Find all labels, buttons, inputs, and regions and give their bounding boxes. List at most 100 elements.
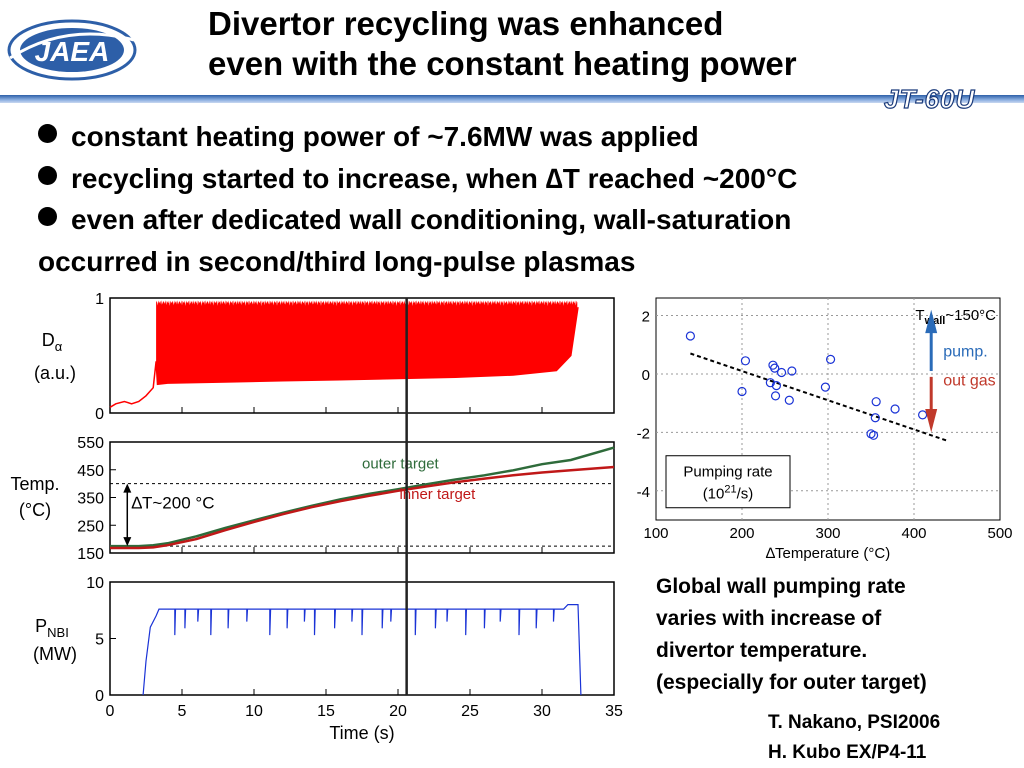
scatter-point — [871, 397, 881, 407]
x-tick-label: 0 — [106, 703, 115, 720]
y-tick-label: 1 — [95, 291, 104, 308]
header-divider-bar — [0, 95, 1024, 103]
caption-line: divertor temperature. — [656, 639, 868, 662]
y-tick-label: 150 — [77, 546, 104, 563]
scatter-point — [771, 381, 781, 391]
bullet-dot-icon — [38, 124, 57, 143]
caption-line: (especially for outer target) — [656, 671, 927, 694]
y-tick-label: 450 — [77, 463, 104, 480]
y-tick-label: 5 — [95, 632, 104, 649]
logo-ring-inner — [20, 28, 124, 72]
y-tick-label: 10 — [86, 575, 104, 592]
reference-line: H. Kubo EX/P4-11 — [768, 742, 927, 763]
bullet-text: recycling started to increase, when ∆T r… — [71, 162, 798, 194]
scatter-point — [737, 386, 747, 397]
y-axis-label: Dα — [42, 330, 63, 354]
panel-1: 550 450 350 250 150 outer target inner target ∆… — [10, 435, 615, 563]
device-label: JT-60U — [883, 83, 976, 114]
y-tick-label: 2 — [642, 309, 650, 326]
y-axis-label-main: D — [42, 330, 55, 350]
title-line-2: even with the constant heating power — [208, 45, 797, 82]
jaea-logo: JAEA — [7, 19, 137, 81]
outgas-label: out gas — [943, 373, 995, 390]
legend-label-line-2: (1021/s) — [703, 484, 754, 503]
references: T. Nakano, PSI2006 H. Kubo EX/P4-11 — [768, 708, 940, 768]
y-tick-label: -2 — [637, 425, 650, 442]
bullet-item: constant heating power of ~7.6MW was app… — [38, 116, 797, 158]
panel-2: 10 5 0 PNBI (MW) 0 5 10 15 20 25 30 35 Time (s) — [33, 575, 623, 743]
x-tick-label: 400 — [901, 525, 926, 542]
bullet-item: recycling started to increase, when ∆T r… — [38, 158, 797, 200]
x-tick-label: 30 — [533, 703, 551, 720]
bullet-item: even after dedicated wall conditioning, … — [38, 199, 797, 241]
y-axis-unit: (a.u.) — [34, 363, 76, 383]
legend-box — [665, 455, 791, 509]
trend-line — [690, 352, 949, 443]
y-tick-label: 350 — [77, 491, 104, 508]
scatter-point — [787, 366, 797, 376]
bullet-text: even after dedicated wall conditioning, … — [71, 204, 792, 235]
y-tick-label: 250 — [77, 518, 104, 535]
wall-temperature-label-T: T — [915, 307, 924, 324]
x-tick-label: 300 — [815, 525, 840, 542]
scatter-point — [770, 363, 780, 373]
caption-line: varies with increase of — [656, 607, 882, 630]
x-tick-label: 35 — [605, 703, 623, 720]
y-tick-label: 0 — [95, 688, 104, 705]
scatter-point — [740, 356, 751, 366]
x-tick-label: 500 — [987, 525, 1012, 542]
bullet-list: constant heating power of ~7.6MW was app… — [38, 116, 797, 282]
elm-fluctuation-band — [156, 300, 578, 385]
x-tick-label: 10 — [245, 703, 263, 720]
scatter-point — [784, 395, 794, 405]
pump-label: pump. — [943, 343, 987, 360]
x-tick-label: 100 — [643, 525, 668, 542]
logo-ring-outer — [7, 19, 137, 81]
x-tick-label: 5 — [178, 703, 187, 720]
legend-label-line-2-end: /s) — [737, 486, 754, 503]
wall-temperature-label-rest: ~150°C — [945, 307, 996, 324]
scatter-point — [770, 391, 781, 401]
bullet-dot-icon — [38, 165, 57, 185]
series-line-nbi-power — [142, 604, 582, 696]
y-tick-label: 0 — [642, 367, 650, 384]
legend-label-inner-target: inner target — [399, 486, 476, 503]
scatter-point — [765, 378, 775, 388]
scatter-point — [825, 354, 836, 364]
legend-label-line-1: Pumping rate — [683, 464, 772, 481]
bullet-text: constant heating power of ~7.6MW was app… — [71, 121, 699, 152]
y-tick-label: 550 — [77, 435, 104, 452]
y-axis-label-sub: α — [55, 339, 63, 354]
y-axis-unit: (°C) — [19, 500, 51, 520]
logo-swoosh — [9, 32, 135, 60]
scatter-point — [868, 430, 879, 440]
y-axis-label-sub: NBI — [47, 625, 69, 640]
title-line-1: Divertor recycling was enhanced — [208, 5, 724, 42]
scatter-point — [820, 382, 831, 392]
x-tick-label: 20 — [389, 703, 407, 720]
x-axis-label: Time (s) — [329, 723, 394, 743]
y-axis-label: Temp. — [10, 474, 59, 494]
scatter-point — [890, 404, 900, 414]
series-line-d-alpha — [109, 307, 579, 408]
y-tick-label: 0 — [95, 406, 104, 423]
bullet-dot-icon — [38, 207, 57, 226]
reference-line: T. Nakano, PSI2006 — [768, 712, 941, 733]
scatter-point — [685, 331, 696, 341]
legend-label-line-2-a: (10 — [703, 486, 725, 503]
pump-arrow-head — [925, 309, 938, 334]
scatter-point — [918, 410, 928, 420]
y-axis-label: PNBI — [35, 616, 69, 640]
series-line-inner-target — [110, 465, 615, 550]
outgas-arrow-head — [925, 409, 938, 433]
bullet-continuation: occurred in second/third long-pulse plas… — [38, 245, 636, 277]
figure-caption: Global wall pumping rate varies with inc… — [656, 571, 927, 699]
logo-text: JAEA — [35, 36, 110, 67]
legend-label-line-2-sup: 21 — [724, 484, 736, 496]
x-axis-label: ∆Temperature (°C) — [766, 545, 890, 562]
x-tick-label: 15 — [317, 703, 335, 720]
x-tick-label: 25 — [461, 703, 479, 720]
legend-label-outer-target: outer target — [362, 455, 440, 472]
caption-line: Global wall pumping rate — [656, 575, 906, 598]
